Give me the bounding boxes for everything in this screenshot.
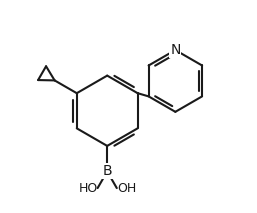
Text: N: N bbox=[170, 43, 181, 57]
Text: HO: HO bbox=[78, 181, 98, 194]
Text: OH: OH bbox=[117, 181, 136, 194]
Text: B: B bbox=[102, 164, 112, 178]
